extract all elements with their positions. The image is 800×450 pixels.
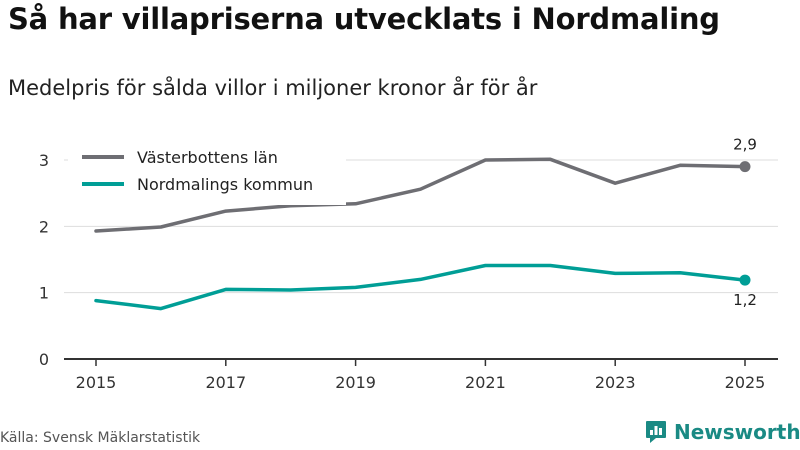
end-point-0: [739, 161, 751, 173]
legend: Västerbottens län Nordmalings kommun: [68, 145, 346, 205]
chart-subtitle: Medelpris för sålda villor i miljoner kr…: [8, 76, 538, 100]
series-line-1: [94, 263, 747, 311]
y-tick-label-2: 2: [39, 217, 49, 236]
end-label-vasterbotten: 2,9: [733, 136, 757, 154]
x-tick-label-2021: 2021: [465, 373, 506, 392]
newsworthy-logo-icon: [646, 421, 666, 443]
series-line-0: [94, 157, 747, 233]
x-axis: 2015 2017 2019 2021 2023 2025: [64, 358, 778, 392]
end-label-nordmaling: 1,2: [733, 291, 757, 309]
newsworthy-logo: Newsworthy: [645, 420, 800, 444]
data-labels: 2,9 1,2: [733, 136, 757, 309]
x-tick-label-2015: 2015: [76, 373, 117, 392]
chart-title: Så har villapriserna utvecklats i Nordma…: [8, 2, 720, 36]
x-tick-label-2017: 2017: [205, 373, 246, 392]
y-tick-label-0: 0: [39, 350, 49, 369]
end-point-1: [739, 274, 751, 286]
y-tick-label-1: 1: [39, 284, 49, 303]
source-note: Källa: Svensk Mäklarstatistik: [0, 430, 201, 446]
y-axis-ticks: 0 1 2 3: [39, 151, 49, 369]
series-lines: [94, 157, 751, 311]
y-tick-label-3: 3: [39, 151, 49, 170]
line-chart: 0 1 2 3 2015 2017 2019 2021 2023 2025 Västerbott…: [39, 136, 778, 392]
legend-label-vasterbotten: Västerbottens län: [137, 148, 278, 167]
x-tick-label-2025: 2025: [725, 373, 766, 392]
legend-label-nordmaling: Nordmalings kommun: [137, 175, 313, 194]
x-tick-label-2023: 2023: [595, 373, 636, 392]
x-tick-label-2019: 2019: [335, 373, 376, 392]
newsworthy-logo-text: Newsworthy: [674, 420, 800, 444]
